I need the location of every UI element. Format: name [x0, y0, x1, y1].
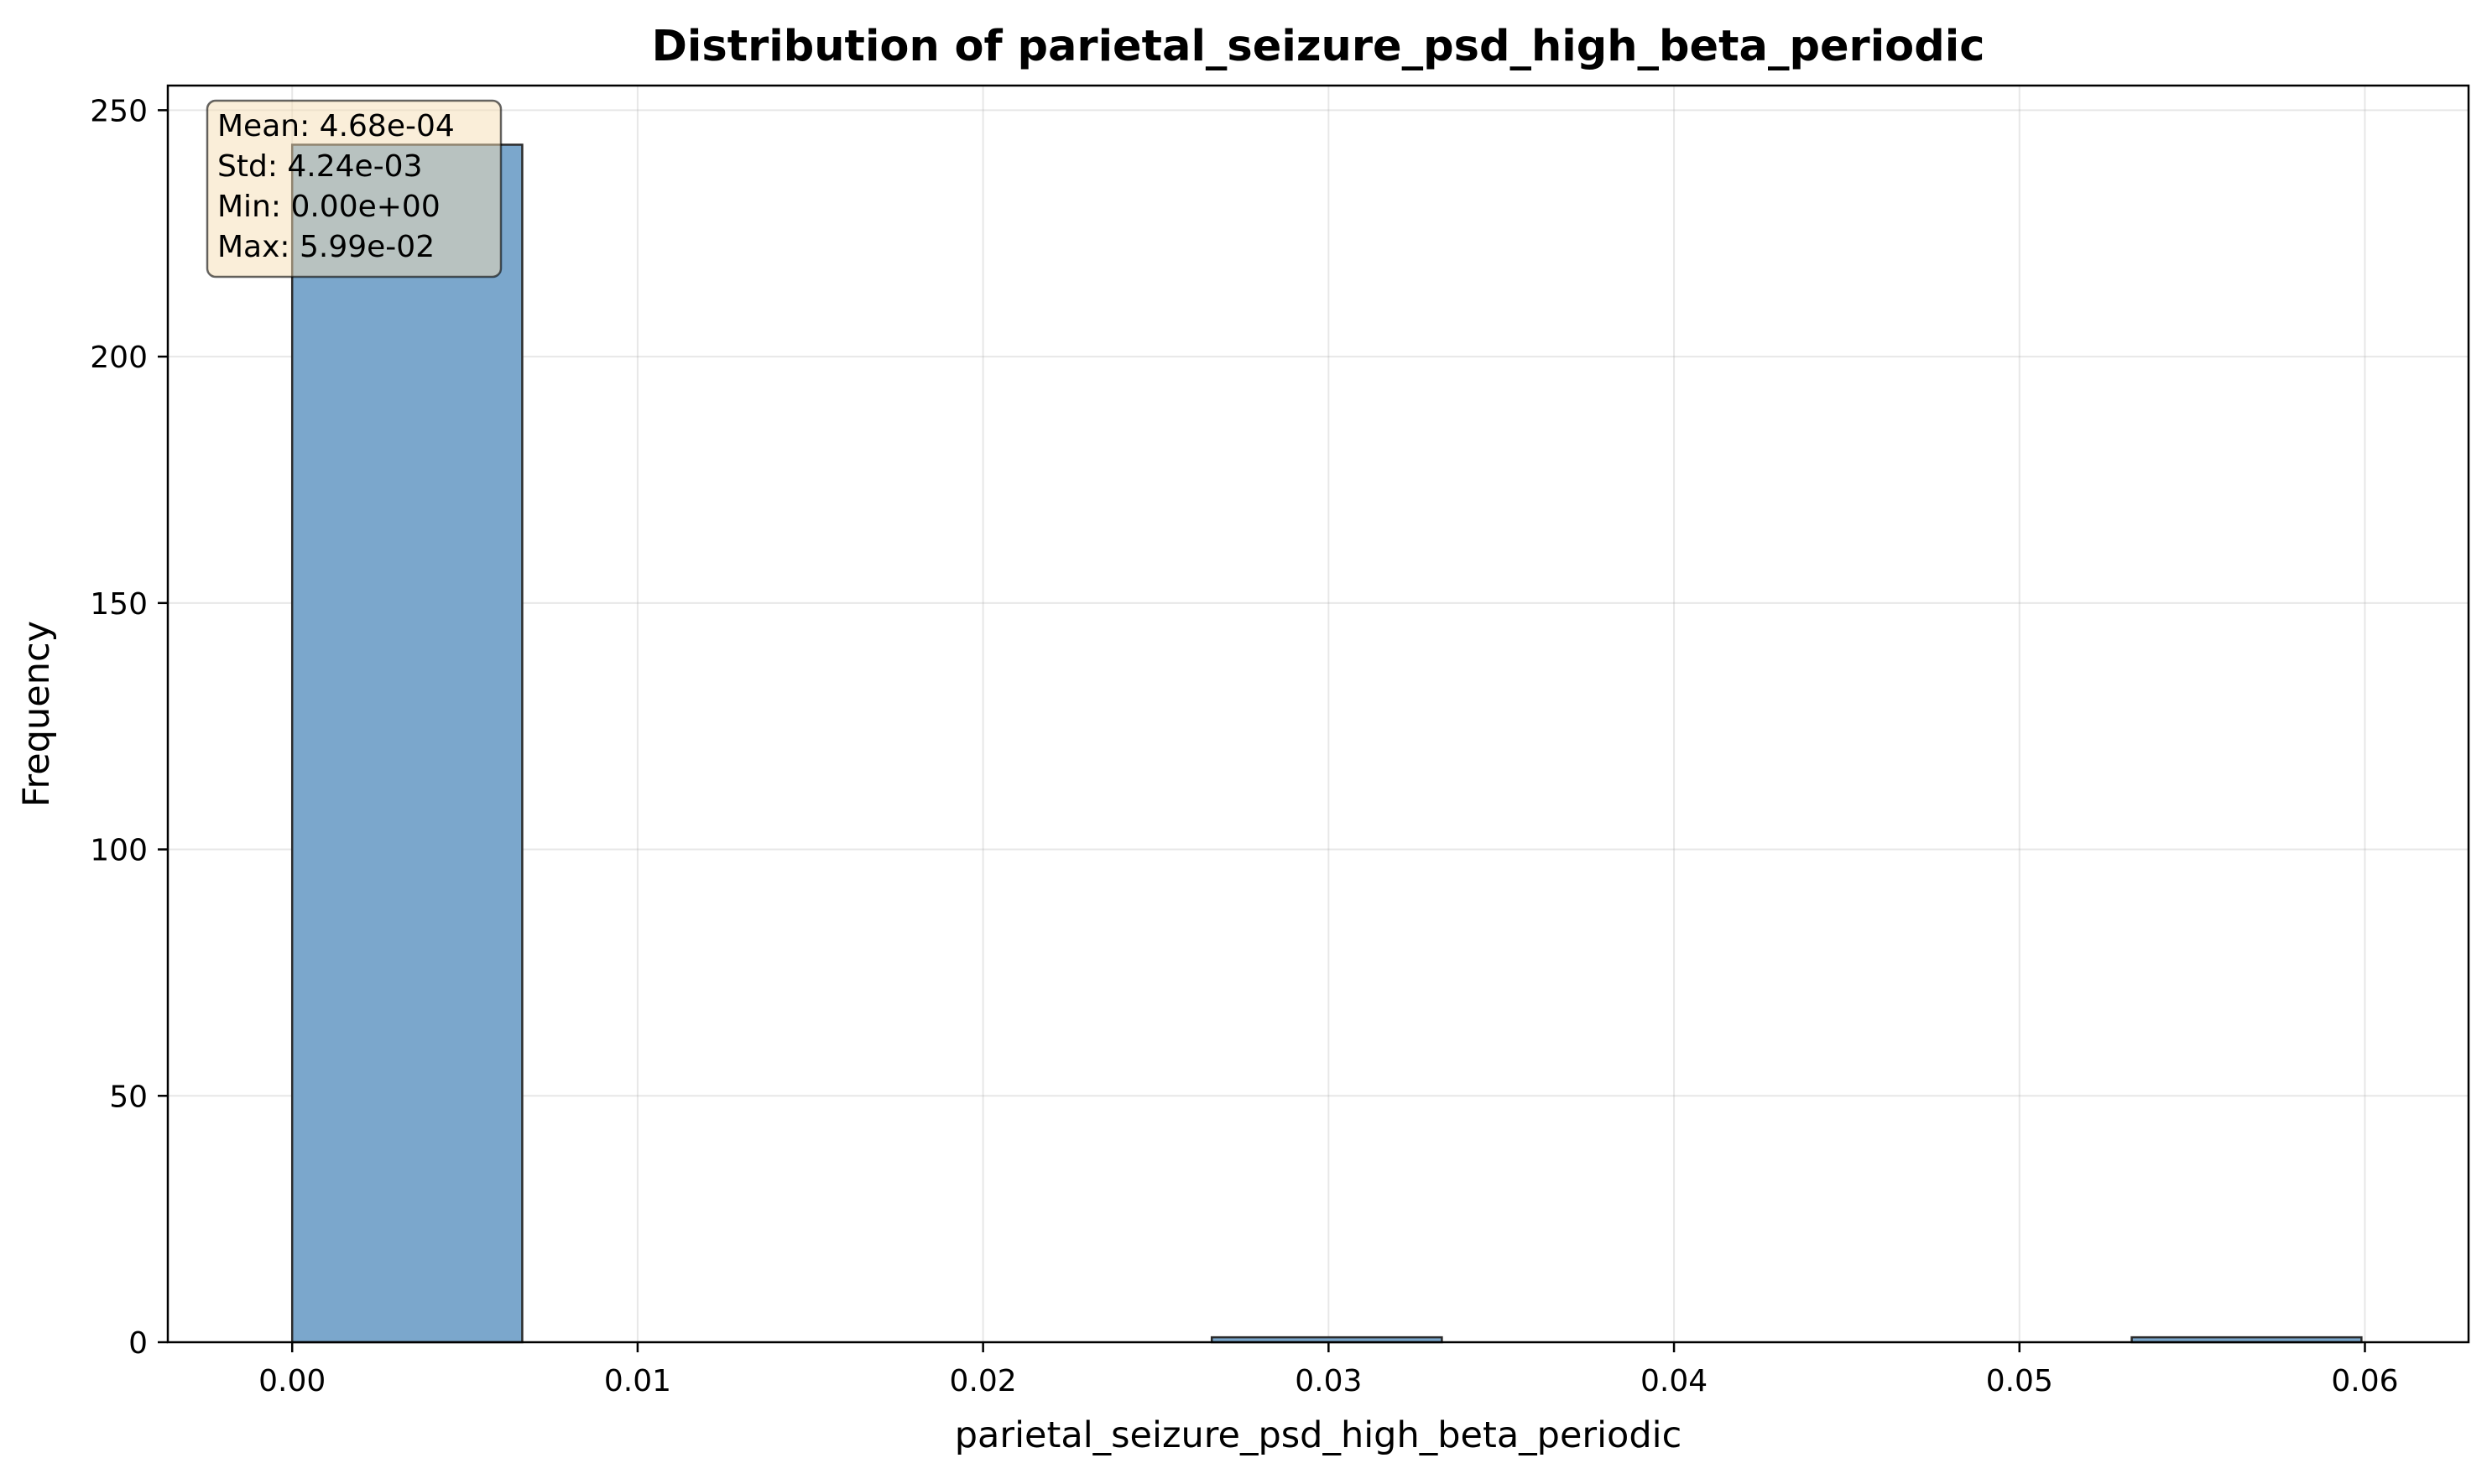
y-tick-label-5: 250: [90, 94, 148, 128]
histogram-bar-0: [290, 143, 524, 1344]
y-axis-label: Frequency: [16, 621, 58, 807]
x-tick-label-3: 0.03: [1295, 1364, 1362, 1398]
x-tick-label-1: 0.01: [604, 1364, 671, 1398]
x-tick-label-4: 0.04: [1640, 1364, 1708, 1398]
x-axis-ticks: 0.00 0.01 0.02 0.03 0.04 0.05 0.06: [258, 1342, 2399, 1398]
stats-mean: Mean: 4.68e-04: [217, 109, 455, 143]
y-axis-ticks: 0 50 100 150 200 250: [90, 94, 168, 1361]
stats-box-background: [206, 99, 503, 279]
axes-frame: [166, 84, 2470, 1344]
histogram-bars: [290, 143, 2363, 1344]
x-axis-label: parietal_seizure_psd_high_beta_periodic: [955, 1414, 1681, 1456]
x-tick-label-2: 0.02: [950, 1364, 1017, 1398]
chart-title: Distribution of parietal_seizure_psd_hig…: [652, 22, 1985, 71]
y-tick-label-3: 150: [90, 587, 148, 622]
stats-box: Mean: 4.68e-04 Std: 4.24e-03 Min: 0.00e+…: [206, 99, 503, 279]
y-tick-label-2: 100: [90, 834, 148, 868]
stats-std: Std: 4.24e-03: [217, 149, 423, 184]
y-tick-label-1: 50: [109, 1080, 148, 1114]
stats-max: Max: 5.99e-02: [217, 230, 435, 264]
stats-min: Min: 0.00e+00: [217, 190, 441, 224]
x-tick-label-6: 0.06: [2331, 1364, 2398, 1398]
x-tick-label-5: 0.05: [1986, 1364, 2053, 1398]
y-tick-label-4: 200: [90, 341, 148, 375]
x-tick-label-0: 0.00: [258, 1364, 326, 1398]
y-tick-label-0: 0: [128, 1326, 148, 1361]
